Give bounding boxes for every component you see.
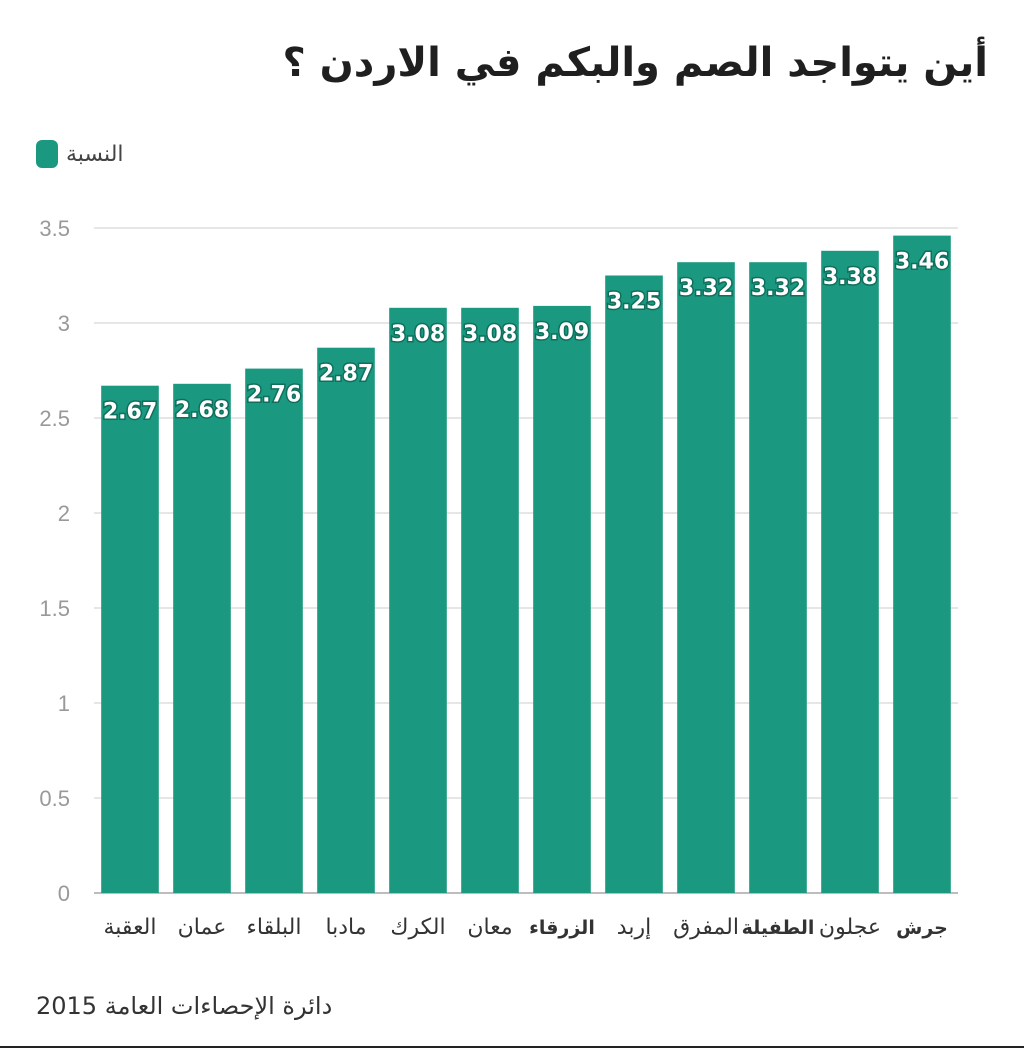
legend: النسبة	[36, 140, 124, 168]
bar	[677, 262, 735, 893]
bar-value-label: 2.67	[103, 400, 157, 425]
y-tick-label: 0	[58, 881, 70, 906]
y-tick-label: 3	[58, 311, 70, 336]
bar-value-label: 3.46	[895, 250, 949, 275]
chart-title: أين يتواجد الصم والبكم في الاردن ؟	[282, 40, 988, 86]
bar-value-label: 3.32	[679, 276, 733, 301]
x-tick-label: إربد	[617, 915, 651, 940]
x-tick-label: الطفيلة	[742, 917, 815, 939]
bar-value-label: 2.68	[175, 398, 229, 423]
bar-value-label: 3.38	[823, 265, 877, 290]
x-tick-label: الكرك	[390, 915, 445, 940]
x-tick-label: مادبا	[325, 915, 366, 940]
legend-label: النسبة	[66, 141, 124, 167]
y-tick-label: 2	[58, 501, 70, 526]
bar-value-label: 3.25	[607, 290, 661, 315]
bar-value-label: 3.08	[391, 322, 445, 347]
bar-value-label: 2.87	[319, 362, 373, 387]
bar	[317, 347, 375, 893]
bar	[461, 307, 519, 893]
bar-chart: 0 0.5 1 1.5 2 2.5 3 3.5 2.67 العقبة 2.68 عمان 2.76 ال…	[39, 216, 958, 940]
bar-value-label: 2.76	[247, 383, 301, 408]
y-tick-label: 1.5	[39, 596, 70, 621]
x-tick-label: عجلون	[819, 915, 881, 940]
y-tick-label: 2.5	[39, 406, 70, 431]
source-note: دائرة الإحصاءات العامة 2015	[36, 992, 333, 1020]
bar	[605, 275, 663, 893]
bar-value-label: 3.09	[535, 320, 589, 345]
y-tick-label: 3.5	[39, 216, 70, 241]
bar-value-label: 3.08	[463, 322, 517, 347]
x-tick-label: جرش	[896, 917, 948, 939]
bar	[389, 307, 447, 893]
x-tick-label: المفرق	[673, 915, 739, 940]
legend-swatch	[36, 140, 58, 168]
x-tick-label: البلقاء	[247, 915, 302, 940]
bar	[533, 305, 591, 893]
bar	[101, 385, 159, 893]
y-tick-label: 0.5	[39, 786, 70, 811]
x-tick-label: معان	[467, 915, 512, 940]
x-tick-label: العقبة	[104, 915, 157, 940]
bar	[749, 262, 807, 893]
x-tick-label: عمان	[178, 915, 227, 940]
x-tick-label: الزرقاء	[529, 917, 595, 939]
y-tick-label: 1	[58, 691, 70, 716]
bar-value-label: 3.32	[751, 276, 805, 301]
bar	[821, 250, 879, 894]
bar	[173, 383, 231, 893]
bar	[893, 235, 951, 894]
bar	[245, 368, 303, 894]
bottom-rule	[0, 1046, 1024, 1048]
